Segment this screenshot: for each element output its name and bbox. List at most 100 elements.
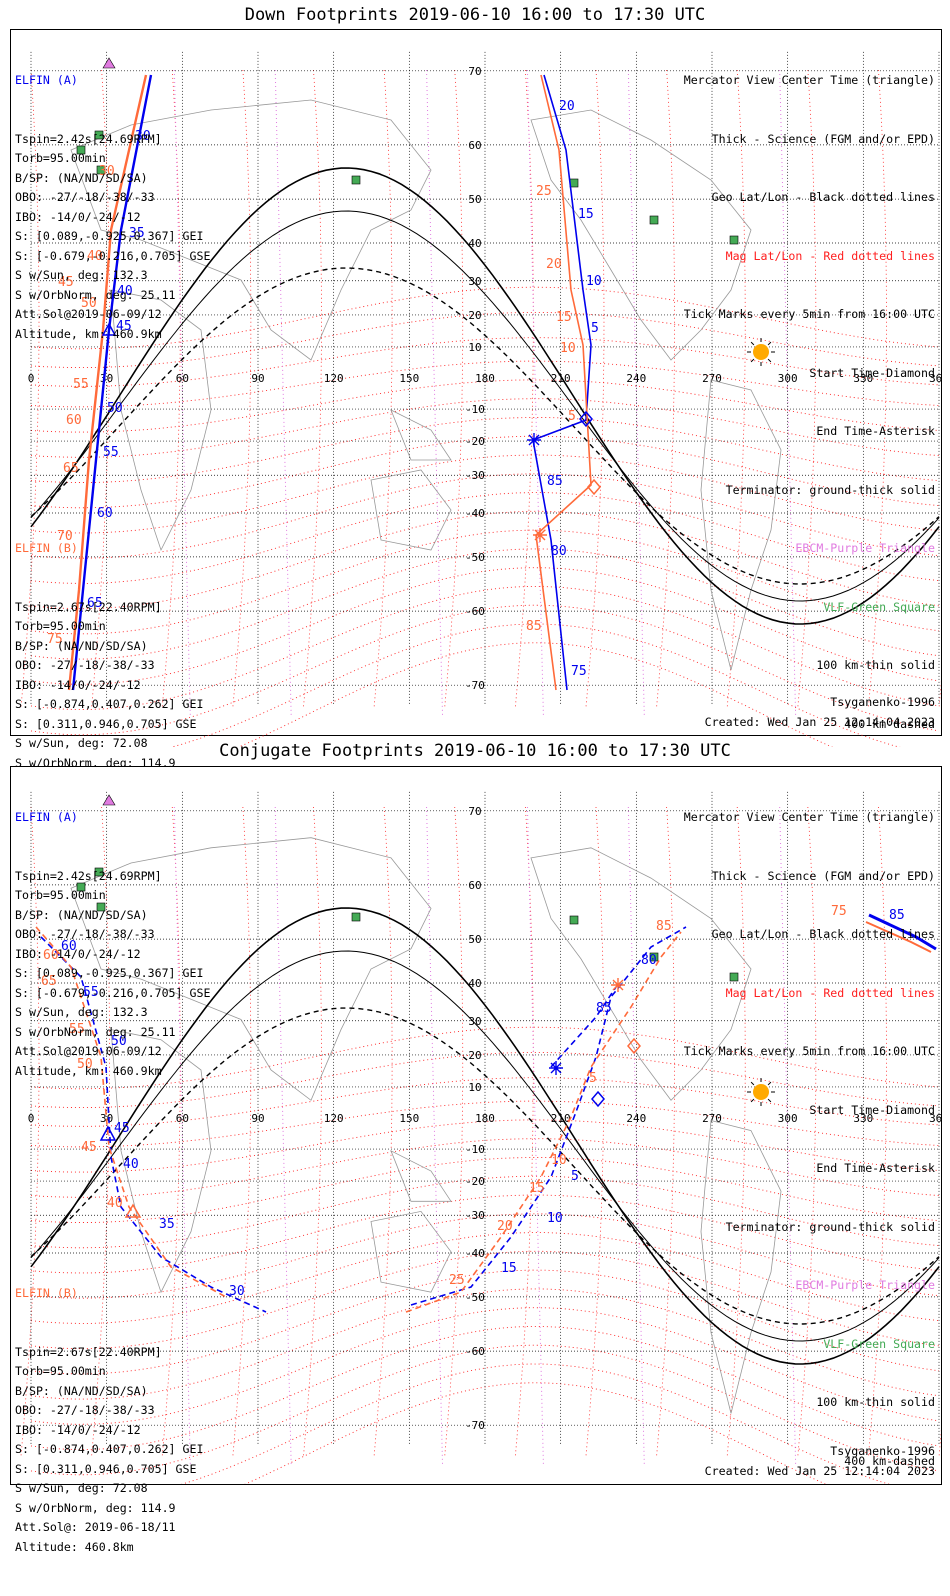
lat-tick-label: 50 <box>468 933 481 946</box>
elfin-b-lines: Tspin=2.67s[22.40RPM] Torb=95.00min B/SP: … <box>15 598 203 813</box>
lon-tick-label: 330 <box>853 1112 873 1125</box>
info-line: Tspin=2.67s[22.40RPM] <box>15 599 162 614</box>
info-line: Torb=95.00min <box>15 1364 106 1378</box>
info-line: B/SP: (NA/ND/SD/SA) <box>15 907 148 922</box>
vlf-station-marker <box>94 867 104 877</box>
sun-ray <box>750 341 755 346</box>
lon-tick-label: 300 <box>778 1112 798 1125</box>
mag-lat-line <box>30 1269 940 1375</box>
created-label: Created: Wed Jan 25 12:14:04 2023 <box>704 1464 935 1478</box>
lat-tick-label: 30 <box>468 275 481 288</box>
lon-tick-label: 360 <box>929 372 941 385</box>
mag-lat-line <box>30 1100 940 1148</box>
info-line: S w/OrbNorm, deg: 114.9 <box>15 1500 176 1515</box>
legend-400km: 400 km-dashed <box>844 1453 935 1468</box>
start-diamond-b <box>627 1037 641 1055</box>
info-line: Altitude, km: 460.9km <box>15 1063 162 1078</box>
track-tick-label: 45 <box>58 275 74 290</box>
lat-tick-label: 60 <box>468 139 481 152</box>
lat-tick-label: -50 <box>465 1291 485 1304</box>
vlf-station-marker <box>649 952 659 962</box>
mag-lon-line <box>585 806 605 1457</box>
sun-ray <box>767 1098 772 1103</box>
map-svg: 0306090120150180210240270300330360706050… <box>20 791 941 1484</box>
legend-mag: Mag Lat/Lon - Red dotted lines <box>725 248 935 263</box>
lat-tick-label: -10 <box>465 1143 485 1156</box>
mag-lon-line <box>797 806 817 1457</box>
info-line: S: [0.089,-0.925,0.367] GEI <box>15 966 204 980</box>
info-line: S w/OrbNorm, deg: 25.11 <box>15 1024 176 1039</box>
info-line: Torb=95.00min <box>15 151 106 165</box>
info-line: Tspin=2.42s[24.69RPM] <box>15 868 162 883</box>
track-tick-label: 40 <box>123 1157 139 1172</box>
mag-lon-line <box>868 806 887 1457</box>
track-tick-label: 75 <box>831 904 847 919</box>
vlf-station-marker <box>569 915 579 925</box>
legend-start: Start Time-Diamond <box>809 365 935 380</box>
terminator-line <box>30 907 940 1365</box>
legend-start: Start Time-Diamond <box>809 1102 935 1117</box>
mag-lat-line <box>30 286 940 350</box>
lat-tick-label: -70 <box>465 1419 485 1432</box>
lat-tick-label: -60 <box>465 1345 485 1358</box>
sun-disc <box>753 344 769 360</box>
start-diamond-b <box>587 478 601 496</box>
track-tick-label: 85 <box>889 908 905 923</box>
terminator-line <box>30 167 940 625</box>
legend-ticks: Tick Marks every 5min from 16:00 UTC <box>683 1044 935 1058</box>
mag-lat-line <box>30 510 940 610</box>
track-tick-label: 65 <box>41 974 57 989</box>
legend-view: Mercator View Center Time (triangle) <box>683 73 935 87</box>
vlf-station-marker <box>569 178 579 188</box>
track-tick-label: 35 <box>159 1217 175 1232</box>
lat-tick-label: 70 <box>468 805 481 818</box>
track-tick-label: 10 <box>551 1153 567 1168</box>
lon-tick-label: 0 <box>28 372 35 385</box>
elfin-a-info: ELFIN (A) Tspin=2.42s[24.69RPM] Torb=95.0… <box>15 32 210 383</box>
end-asterisk-a <box>527 433 541 447</box>
mag-lat-line <box>30 604 940 736</box>
mag-lon-line <box>938 1429 941 1457</box>
lat-tick-label: 20 <box>468 309 481 322</box>
track-tick-label: 15 <box>529 1181 545 1196</box>
elfin-a-track-conj <box>40 936 267 1313</box>
lat-tick-label: 60 <box>468 879 481 892</box>
track-tick-label: 60 <box>61 939 77 954</box>
track-tick-label: 15 <box>556 310 572 325</box>
lon-tick-label: 90 <box>251 1112 264 1125</box>
track-tick-label: 10 <box>547 1211 563 1226</box>
legend-end: End Time-Asterisk <box>816 424 935 438</box>
model-label: Tsyganenko-1996 <box>830 1444 935 1458</box>
sun-disc <box>753 1084 769 1100</box>
terminator-line <box>30 1007 940 1325</box>
track-tick-label: 75 <box>571 664 587 679</box>
mag-lat-line <box>30 1175 940 1249</box>
track-tick-label: 5 <box>589 1071 597 1086</box>
info-line: S: [-0.679,-0.216,0.705] GSE <box>15 248 211 263</box>
mag-lat-line <box>30 1344 940 1476</box>
sun-ray <box>767 341 772 346</box>
track-tick-label: 5 <box>591 321 599 336</box>
sun-ray <box>750 1098 755 1103</box>
ebcm-meridian <box>526 806 544 1467</box>
info-line: B/SP: (NA/ND/SD/SA) <box>15 170 148 185</box>
mag-lat-line <box>30 1250 940 1350</box>
track-tick-label: 5 <box>568 409 576 424</box>
lon-tick-label: 180 <box>475 1112 495 1125</box>
lat-tick-label: -30 <box>465 1209 485 1222</box>
track-tick-label: 85 <box>547 474 563 489</box>
elfin-a-track-mid-conj <box>550 986 617 1068</box>
legend-ebcm: EBCM-Purple Triangle <box>795 1278 935 1292</box>
mag-lat-line <box>30 529 940 635</box>
track-tick-label: 55 <box>73 377 89 392</box>
track-tick-label: 45 <box>114 1121 130 1136</box>
info-line: Altitude, km: 460.9km <box>15 326 162 341</box>
elfin-a-info: ELFIN (A) Tspin=2.42s[24.69RPM] Torb=95.0… <box>15 769 210 1120</box>
lat-tick-label: 70 <box>468 65 481 78</box>
continent-outline <box>390 409 452 461</box>
lat-tick-label: -40 <box>465 507 485 520</box>
info-line: S w/Sun, deg: 132.3 <box>15 268 148 282</box>
sun-icon <box>747 1078 775 1106</box>
start-diamond-a <box>579 410 593 428</box>
elfin-a-track-east-conj <box>410 926 687 1306</box>
